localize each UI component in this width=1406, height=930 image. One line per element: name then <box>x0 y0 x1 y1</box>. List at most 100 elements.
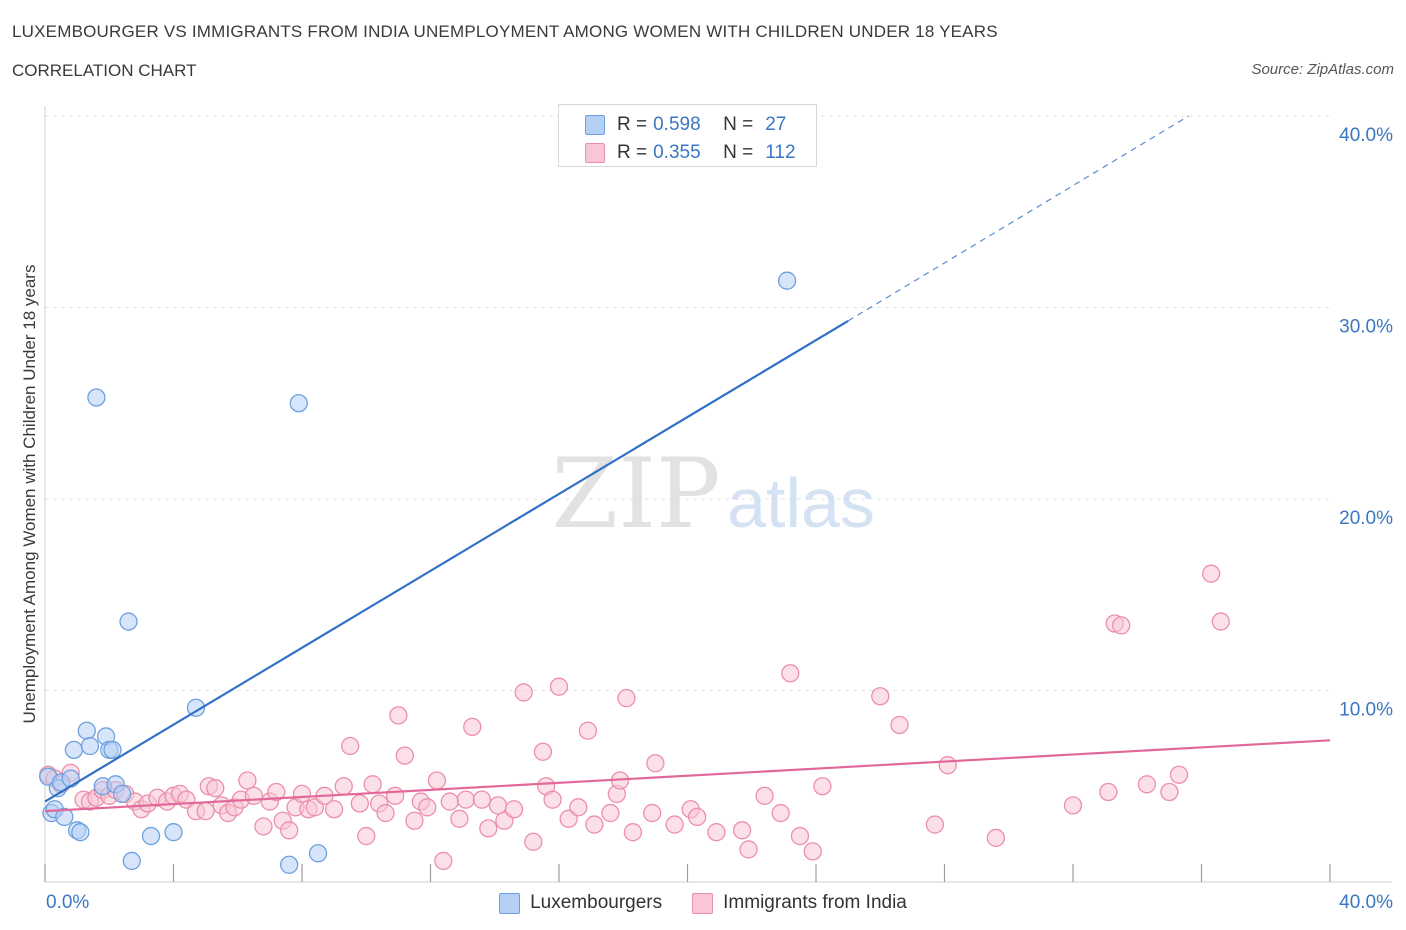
india-point <box>504 800 524 819</box>
luxembourger-point <box>80 736 100 756</box>
series-label-india: Immigrants from India <box>723 892 907 913</box>
india-point <box>1099 782 1118 802</box>
india-point <box>1137 775 1157 794</box>
india-point <box>479 819 498 838</box>
india-point <box>578 721 598 740</box>
series-label-luxembourgers: Luxembourgers <box>530 892 663 913</box>
india-point <box>363 775 382 794</box>
india-point <box>350 794 369 813</box>
luxembourger-point <box>55 807 74 827</box>
india-point <box>1063 796 1083 815</box>
india-point <box>871 687 890 706</box>
legend-r-value: 0.355 <box>653 142 701 163</box>
india-point <box>386 786 405 805</box>
india-point <box>1112 616 1131 635</box>
india-point <box>813 777 832 796</box>
india-trend-line <box>44 739 1331 813</box>
india-point <box>1160 782 1179 802</box>
legend-n-label: N = <box>723 114 754 135</box>
india-point <box>488 796 508 815</box>
legend-r-label: R = <box>617 142 648 163</box>
trend-lines <box>44 115 1331 813</box>
india-point <box>418 798 437 817</box>
luxembourger-point <box>103 740 122 760</box>
india-point <box>617 689 636 708</box>
india-point <box>1211 612 1230 631</box>
india-point <box>623 823 643 842</box>
india-point <box>803 842 822 861</box>
chart-subtitle: CORRELATION CHART <box>12 61 197 80</box>
luxembourger-points <box>39 271 797 874</box>
india-point <box>434 851 453 871</box>
luxembourger-point <box>119 612 138 631</box>
legend-swatch-india <box>585 143 605 163</box>
luxembourger-point <box>77 721 96 740</box>
axes <box>44 106 1392 883</box>
india-point <box>938 756 957 775</box>
series-swatch-india <box>692 892 714 914</box>
india-point <box>279 821 299 840</box>
india-point <box>643 803 662 823</box>
legend-r-label: R = <box>617 114 648 135</box>
tick-labels: 10.0% 20.0% 30.0% 40.0% 0.0% 40.0% <box>46 125 1393 913</box>
chart-title: LUXEMBOURGER VS IMMIGRANTS FROM INDIA UN… <box>12 22 998 41</box>
luxembourger-point <box>64 740 84 760</box>
india-point <box>389 706 408 725</box>
luxembourger-point <box>61 769 80 788</box>
legend-n-value: 27 <box>765 114 787 135</box>
india-point <box>549 677 569 696</box>
legend-n-value: 112 <box>765 142 796 163</box>
luxembourger-trend-extension <box>847 115 1189 322</box>
series-legend: Luxembourgers Immigrants from India <box>0 890 1406 916</box>
luxembourger-trend-line <box>44 319 849 803</box>
india-point <box>267 782 286 802</box>
india-point <box>357 826 376 846</box>
india-point <box>514 683 533 702</box>
legend-row-india: R = 0.355 N = 112 <box>585 141 796 165</box>
gridlines <box>45 115 1330 691</box>
india-point <box>405 811 424 830</box>
india-point <box>456 790 475 809</box>
india-point <box>244 786 263 805</box>
india-point <box>601 803 620 823</box>
india-point <box>687 807 707 827</box>
india-point <box>463 717 482 737</box>
india-point <box>1169 765 1189 784</box>
series-legend-luxembourgers[interactable]: Luxembourgers <box>499 890 662 916</box>
india-point <box>781 664 800 683</box>
luxembourger-point <box>289 394 308 413</box>
correlation-legend: R = 0.598 N = 27 R = 0.355 N = 112 <box>558 104 817 167</box>
india-point <box>543 790 562 809</box>
india-point <box>585 815 604 834</box>
x-tick-label: 0.0% <box>46 892 89 913</box>
legend-n-label: N = <box>723 142 754 163</box>
india-point <box>533 742 553 761</box>
india-point <box>569 798 588 817</box>
luxembourger-point <box>777 271 797 290</box>
watermark-zip: ZIP <box>551 438 720 550</box>
india-point <box>292 784 312 804</box>
india-point <box>254 817 273 836</box>
series-swatch-luxembourgers <box>499 892 521 914</box>
luxembourger-point <box>122 851 141 871</box>
y-axis-label: Unemployment Among Women with Children U… <box>20 264 39 724</box>
watermark: ZIP atlas <box>551 438 875 550</box>
india-point <box>238 771 257 790</box>
india-point <box>925 815 945 834</box>
luxembourger-point <box>308 844 328 863</box>
india-point <box>524 832 543 851</box>
india-point <box>739 840 758 859</box>
luxembourger-point <box>164 823 183 842</box>
series-legend-india[interactable]: Immigrants from India <box>692 890 907 916</box>
india-point <box>755 786 774 805</box>
india-point <box>334 777 353 796</box>
india-point <box>732 821 752 840</box>
india-point <box>986 828 1006 848</box>
india-point <box>440 792 459 811</box>
india-point <box>1201 564 1221 583</box>
india-point <box>324 800 344 819</box>
india-point <box>196 801 215 821</box>
y-tick-label: 40.0% <box>1339 125 1393 146</box>
source-credit: Source: ZipAtlas.com <box>1251 61 1394 78</box>
